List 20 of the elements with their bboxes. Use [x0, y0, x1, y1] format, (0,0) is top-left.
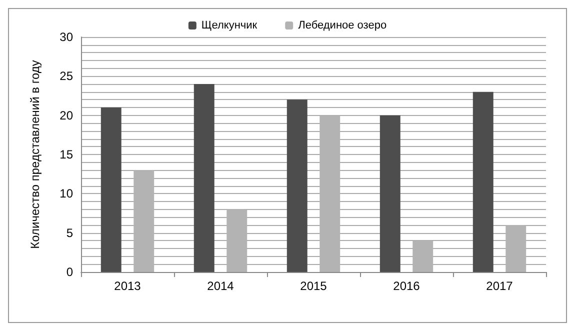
bar — [472, 92, 494, 272]
y-tick-label: 25 — [60, 69, 74, 84]
bar — [286, 100, 308, 272]
y-tick-label: 20 — [60, 108, 74, 122]
y-axis-title: Количество представлений в году — [28, 60, 42, 249]
x-tick-label: 2017 — [486, 279, 514, 293]
legend-label: Лебединое озеро — [298, 20, 387, 32]
bar — [380, 115, 400, 272]
y-tick-label: 5 — [66, 226, 74, 240]
y-tick-label: 30 — [60, 30, 74, 44]
x-tick-label: 2015 — [300, 279, 328, 293]
x-tick-label: 2014 — [207, 279, 234, 293]
y-tick-label: 0 — [66, 265, 74, 279]
y-tick-label: 15 — [60, 148, 74, 162]
x-tick-label: 2016 — [393, 279, 420, 293]
y-tick-label: 10 — [60, 186, 74, 201]
bar — [194, 84, 214, 272]
legend-label: Щелкунчик — [201, 20, 258, 32]
bar — [100, 108, 122, 272]
x-tick-label: 2013 — [114, 279, 142, 293]
